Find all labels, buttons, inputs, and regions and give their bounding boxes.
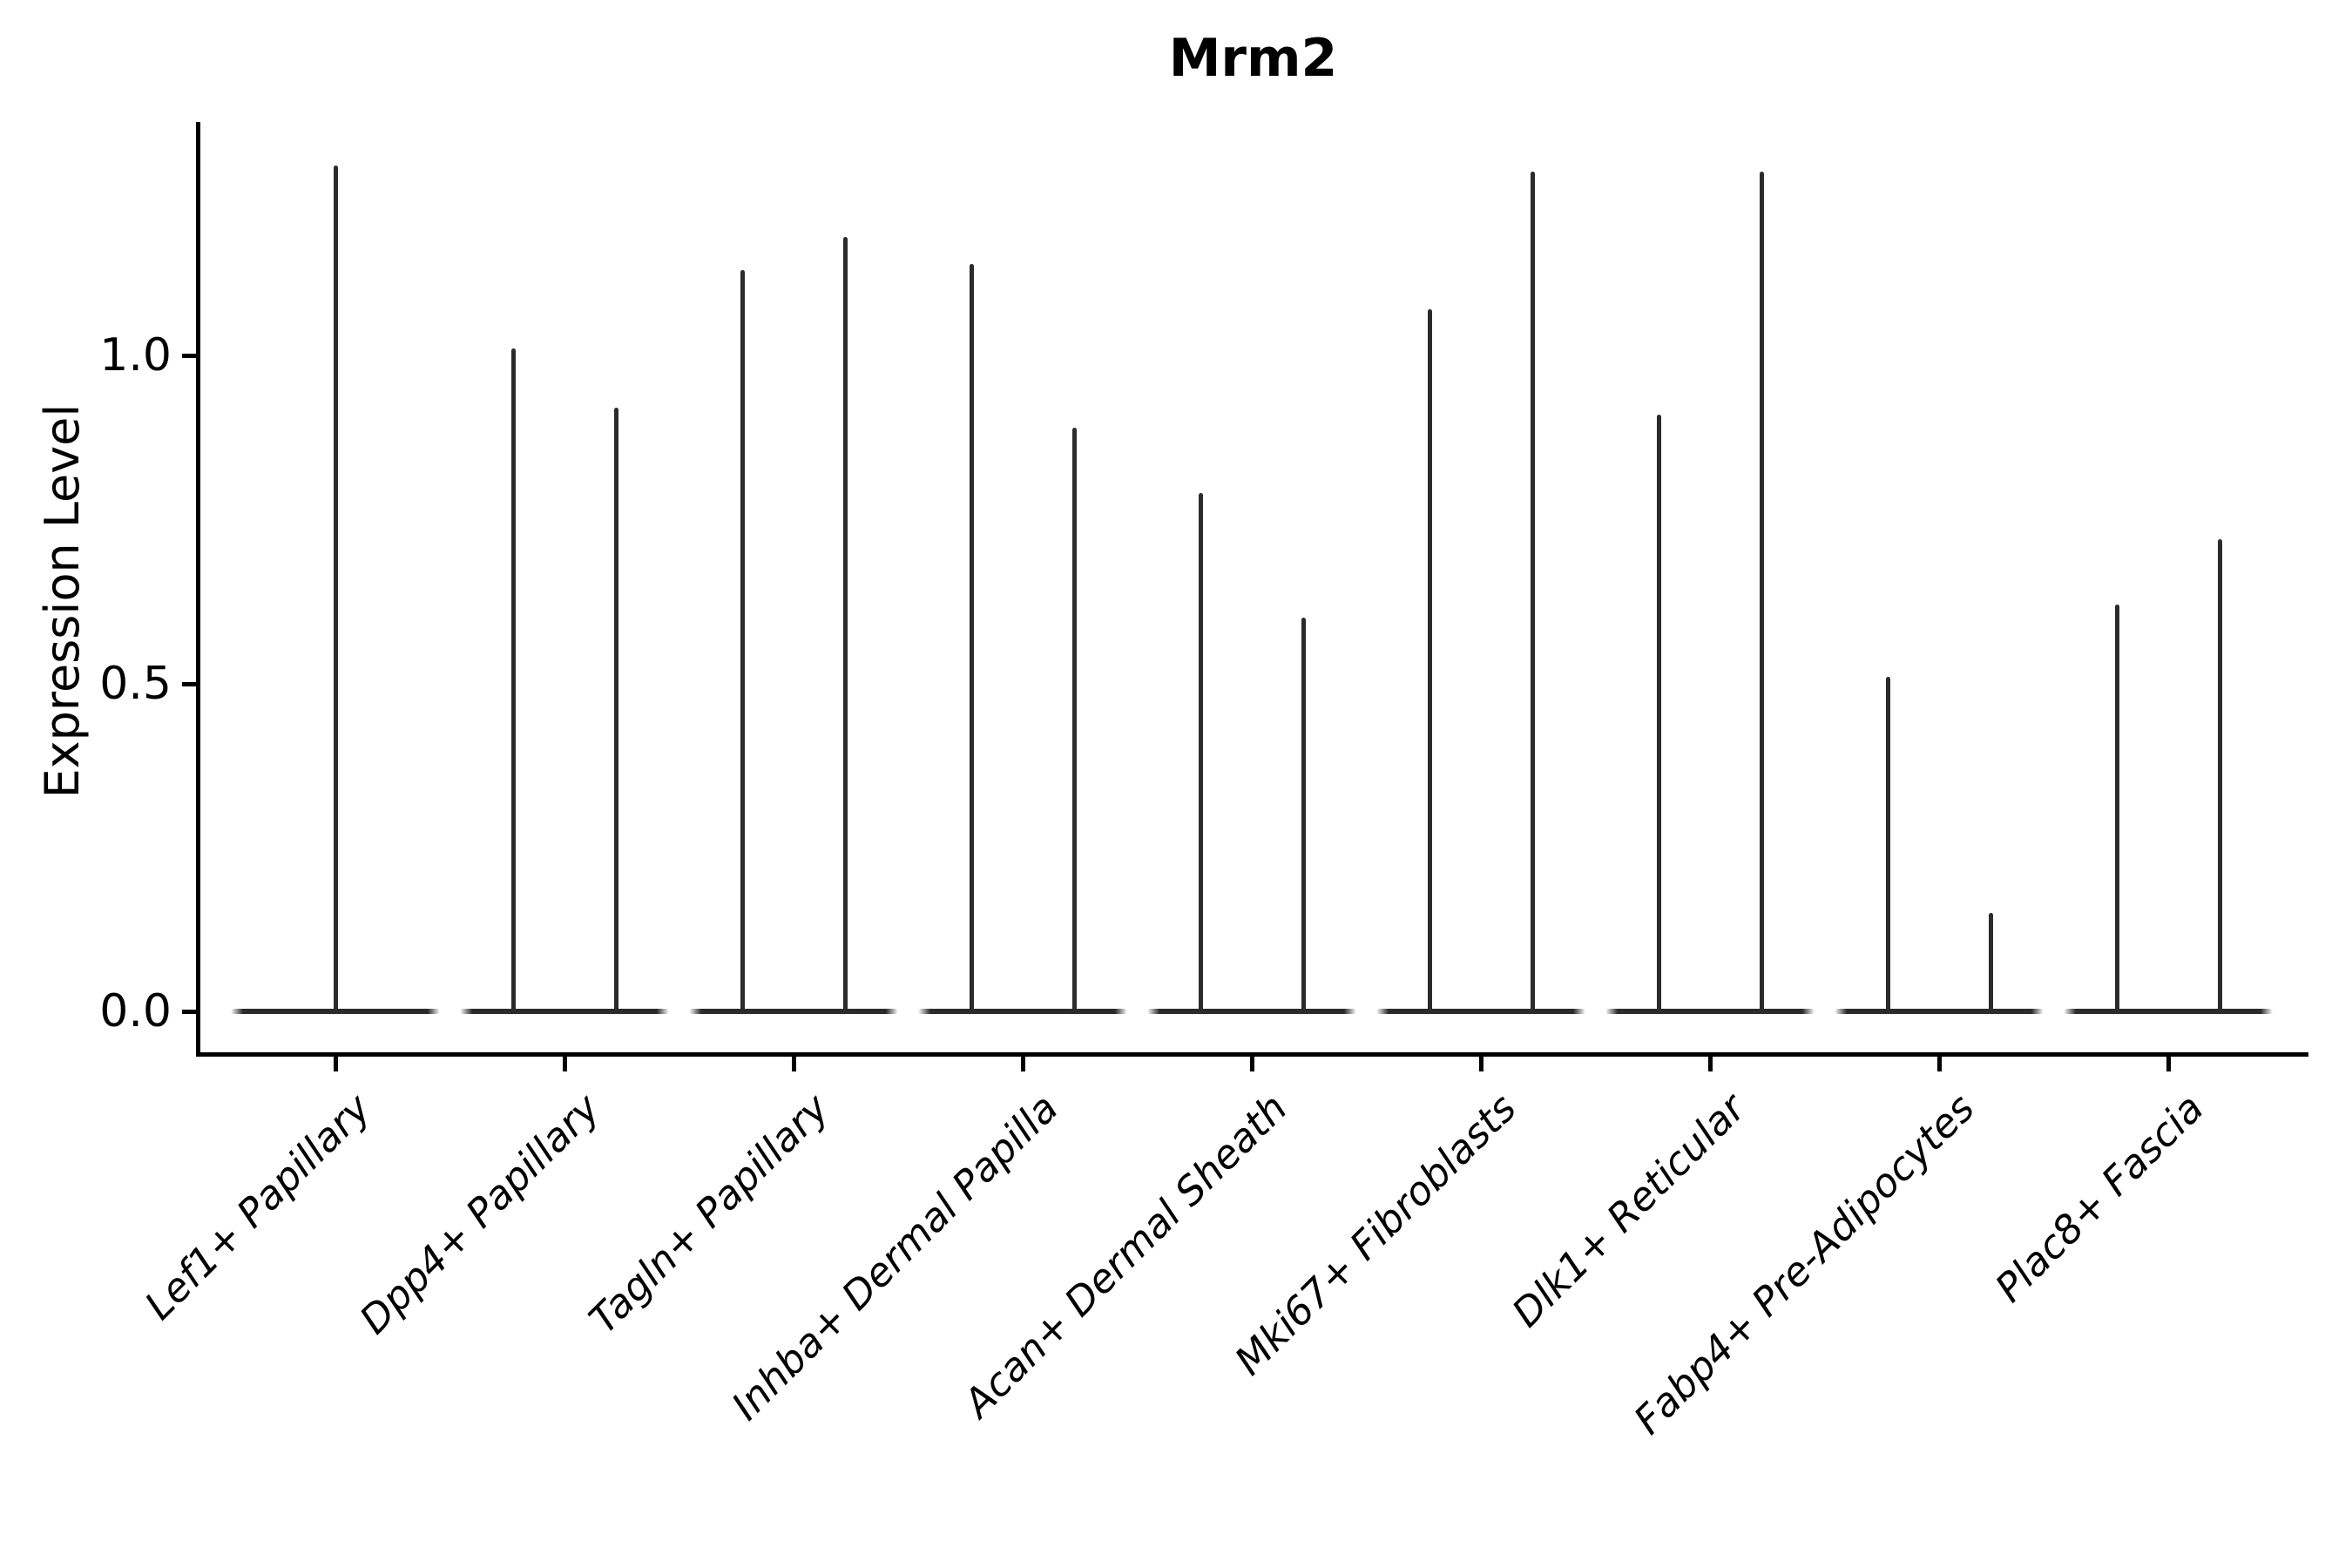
violin-spike xyxy=(1301,618,1306,1014)
violin-spike xyxy=(969,263,974,1014)
x-tick-mark xyxy=(1708,1057,1713,1071)
violin-spike xyxy=(842,237,848,1014)
violin-spike xyxy=(1198,493,1203,1014)
chart-title: Mrm2 xyxy=(1168,28,1338,89)
violin-base xyxy=(918,1009,1127,1014)
x-tick-label: Dlk1+ Reticular xyxy=(1503,1085,1754,1336)
y-tick-label: 1.0 xyxy=(99,329,172,382)
y-tick-mark xyxy=(182,681,196,686)
x-tick-label: Inhba+ Dermal Papilla xyxy=(722,1085,1067,1429)
violin-spike xyxy=(1427,309,1432,1014)
x-tick-mark xyxy=(2166,1057,2171,1071)
x-tick-mark xyxy=(334,1057,338,1071)
violin-base xyxy=(2064,1009,2273,1014)
violin-spike xyxy=(1759,172,1764,1014)
y-tick-mark xyxy=(182,354,196,358)
x-tick-mark xyxy=(1937,1057,1942,1071)
x-tick-mark xyxy=(792,1057,796,1071)
violin-spike xyxy=(1656,414,1661,1014)
violin-base xyxy=(1147,1009,1356,1014)
violin-spike xyxy=(1071,427,1077,1014)
violin-spike xyxy=(740,270,745,1014)
violin-base xyxy=(1835,1009,2044,1014)
x-tick-label: Fabp4+ Pre-Adipocytes xyxy=(1625,1085,1984,1443)
violin-spike xyxy=(1885,676,1890,1014)
y-tick-label: 0.5 xyxy=(99,657,172,710)
x-axis-spine xyxy=(196,1052,2308,1057)
violin-spike xyxy=(2114,605,2119,1014)
x-tick-label: Lef1+ Papillary xyxy=(135,1085,380,1329)
x-tick-label: Acan+ Dermal Sheath xyxy=(954,1085,1296,1427)
violin-base xyxy=(1605,1009,1815,1014)
violin-base xyxy=(689,1009,898,1014)
x-tick-mark xyxy=(1021,1057,1025,1071)
violin-spike xyxy=(613,408,618,1014)
x-tick-label: Plac8+ Fascia xyxy=(1986,1085,2213,1312)
x-tick-label: Tagln+ Papillary xyxy=(579,1085,838,1343)
violin-spike xyxy=(2217,538,2222,1014)
y-axis-spine xyxy=(196,122,200,1057)
y-axis-label: Expression Level xyxy=(35,403,90,799)
x-tick-mark xyxy=(563,1057,567,1071)
violin-base xyxy=(1376,1009,1585,1014)
x-tick-label: Mki67+ Fibroblasts xyxy=(1226,1085,1525,1384)
violin-spike xyxy=(1530,172,1535,1014)
violin-spike xyxy=(333,165,338,1014)
x-tick-mark xyxy=(1479,1057,1484,1071)
x-tick-mark xyxy=(1250,1057,1254,1071)
y-tick-label: 0.0 xyxy=(99,985,172,1037)
y-tick-mark xyxy=(182,1010,196,1014)
violin-spike xyxy=(510,348,516,1014)
violin-base xyxy=(460,1009,669,1014)
x-tick-label: Dpp4+ Papillary xyxy=(350,1085,609,1343)
violin-spike xyxy=(1988,913,1993,1014)
